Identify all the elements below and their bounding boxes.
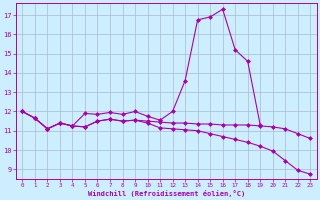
X-axis label: Windchill (Refroidissement éolien,°C): Windchill (Refroidissement éolien,°C) [88, 190, 245, 197]
